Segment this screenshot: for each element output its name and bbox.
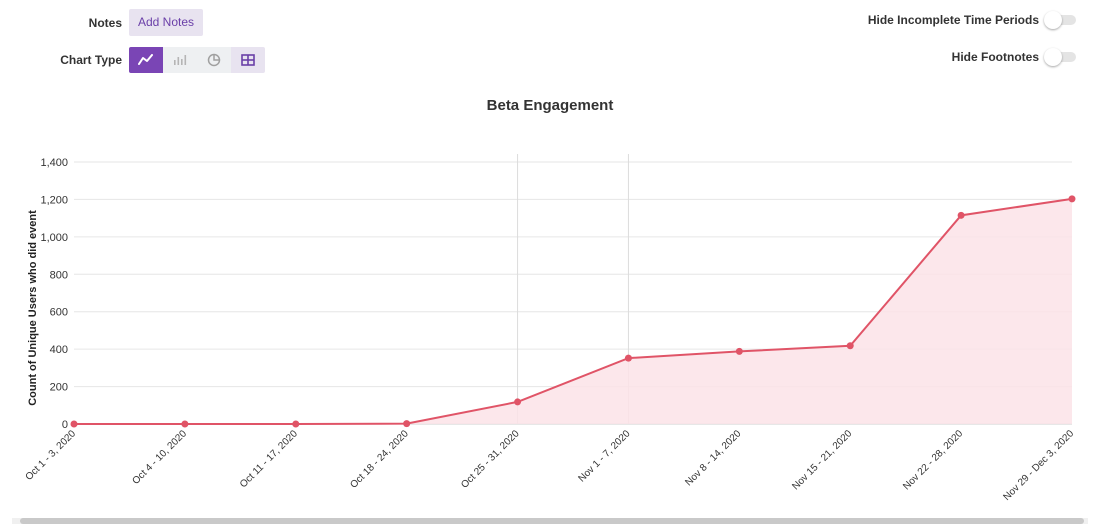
y-tick-label: 1,000 — [40, 232, 68, 244]
y-axis-label: Count of Unique Users who did event — [27, 210, 39, 406]
toggle-knob — [1044, 11, 1062, 29]
data-point — [624, 354, 632, 362]
notes-row: Notes Add Notes — [0, 9, 204, 36]
x-tick-label: Oct 4 - 10, 2020 — [131, 428, 190, 487]
chart-type-selector — [129, 47, 265, 73]
line-chart-button[interactable] — [129, 47, 163, 73]
y-tick-label: 0 — [62, 419, 68, 431]
x-tick-label: Oct 25 - 31, 2020 — [459, 428, 522, 491]
chart-type-row: Chart Type — [0, 47, 265, 73]
table-button[interactable] — [231, 47, 265, 73]
hide-footnotes-row: Hide Footnotes — [951, 48, 1076, 66]
data-point — [735, 347, 743, 355]
toggle-knob — [1044, 48, 1062, 66]
table-icon — [241, 54, 255, 66]
pie-chart-icon — [207, 53, 221, 67]
x-tick-label: Nov 1 - 7, 2020 — [576, 428, 632, 484]
series-area — [74, 198, 1072, 424]
horizontal-scrollbar[interactable] — [12, 518, 1088, 524]
data-point — [1068, 195, 1076, 203]
hide-incomplete-toggle[interactable] — [1044, 11, 1076, 29]
scrollbar-thumb[interactable] — [20, 518, 1084, 524]
x-tick-label: Nov 15 - 21, 2020 — [790, 428, 854, 492]
y-tick-label: 1,200 — [40, 194, 68, 206]
data-point — [514, 398, 522, 406]
y-tick-label: 800 — [50, 269, 68, 281]
y-tick-label: 200 — [50, 382, 68, 394]
x-tick-label: Nov 8 - 14, 2020 — [683, 428, 743, 488]
add-notes-button[interactable]: Add Notes — [129, 9, 204, 36]
x-tick-label: Oct 11 - 17, 2020 — [238, 428, 300, 490]
data-point — [846, 342, 854, 350]
bar-chart-icon — [174, 55, 187, 65]
x-tick-label: Oct 18 - 24, 2020 — [348, 428, 411, 491]
line-chart-icon — [138, 54, 153, 65]
bar-chart-button[interactable] — [163, 47, 197, 73]
pie-chart-button[interactable] — [197, 47, 231, 73]
x-tick-label: Nov 22 - 28, 2020 — [901, 428, 965, 492]
data-point — [292, 420, 300, 428]
x-tick-label: Nov 29 - Dec 3, 2020 — [1002, 428, 1077, 503]
y-tick-label: 400 — [50, 344, 68, 356]
hide-incomplete-label: Hide Incomplete Time Periods — [867, 13, 1039, 27]
chart-type-label: Chart Type — [60, 53, 122, 67]
hide-footnotes-toggle[interactable] — [1044, 48, 1076, 66]
x-tick-label: Oct 1 - 3, 2020 — [24, 428, 79, 483]
y-tick-label: 600 — [50, 307, 68, 319]
data-point — [70, 420, 78, 428]
data-point — [181, 420, 189, 428]
series-line — [74, 197, 1073, 425]
hide-incomplete-row: Hide Incomplete Time Periods — [867, 11, 1076, 29]
data-point — [403, 420, 411, 428]
chart-title: Beta Engagement — [486, 97, 614, 114]
y-tick-label: 1,400 — [40, 157, 68, 169]
data-point — [957, 211, 965, 219]
notes-label: Notes — [88, 15, 122, 30]
hide-footnotes-label: Hide Footnotes — [951, 50, 1039, 64]
